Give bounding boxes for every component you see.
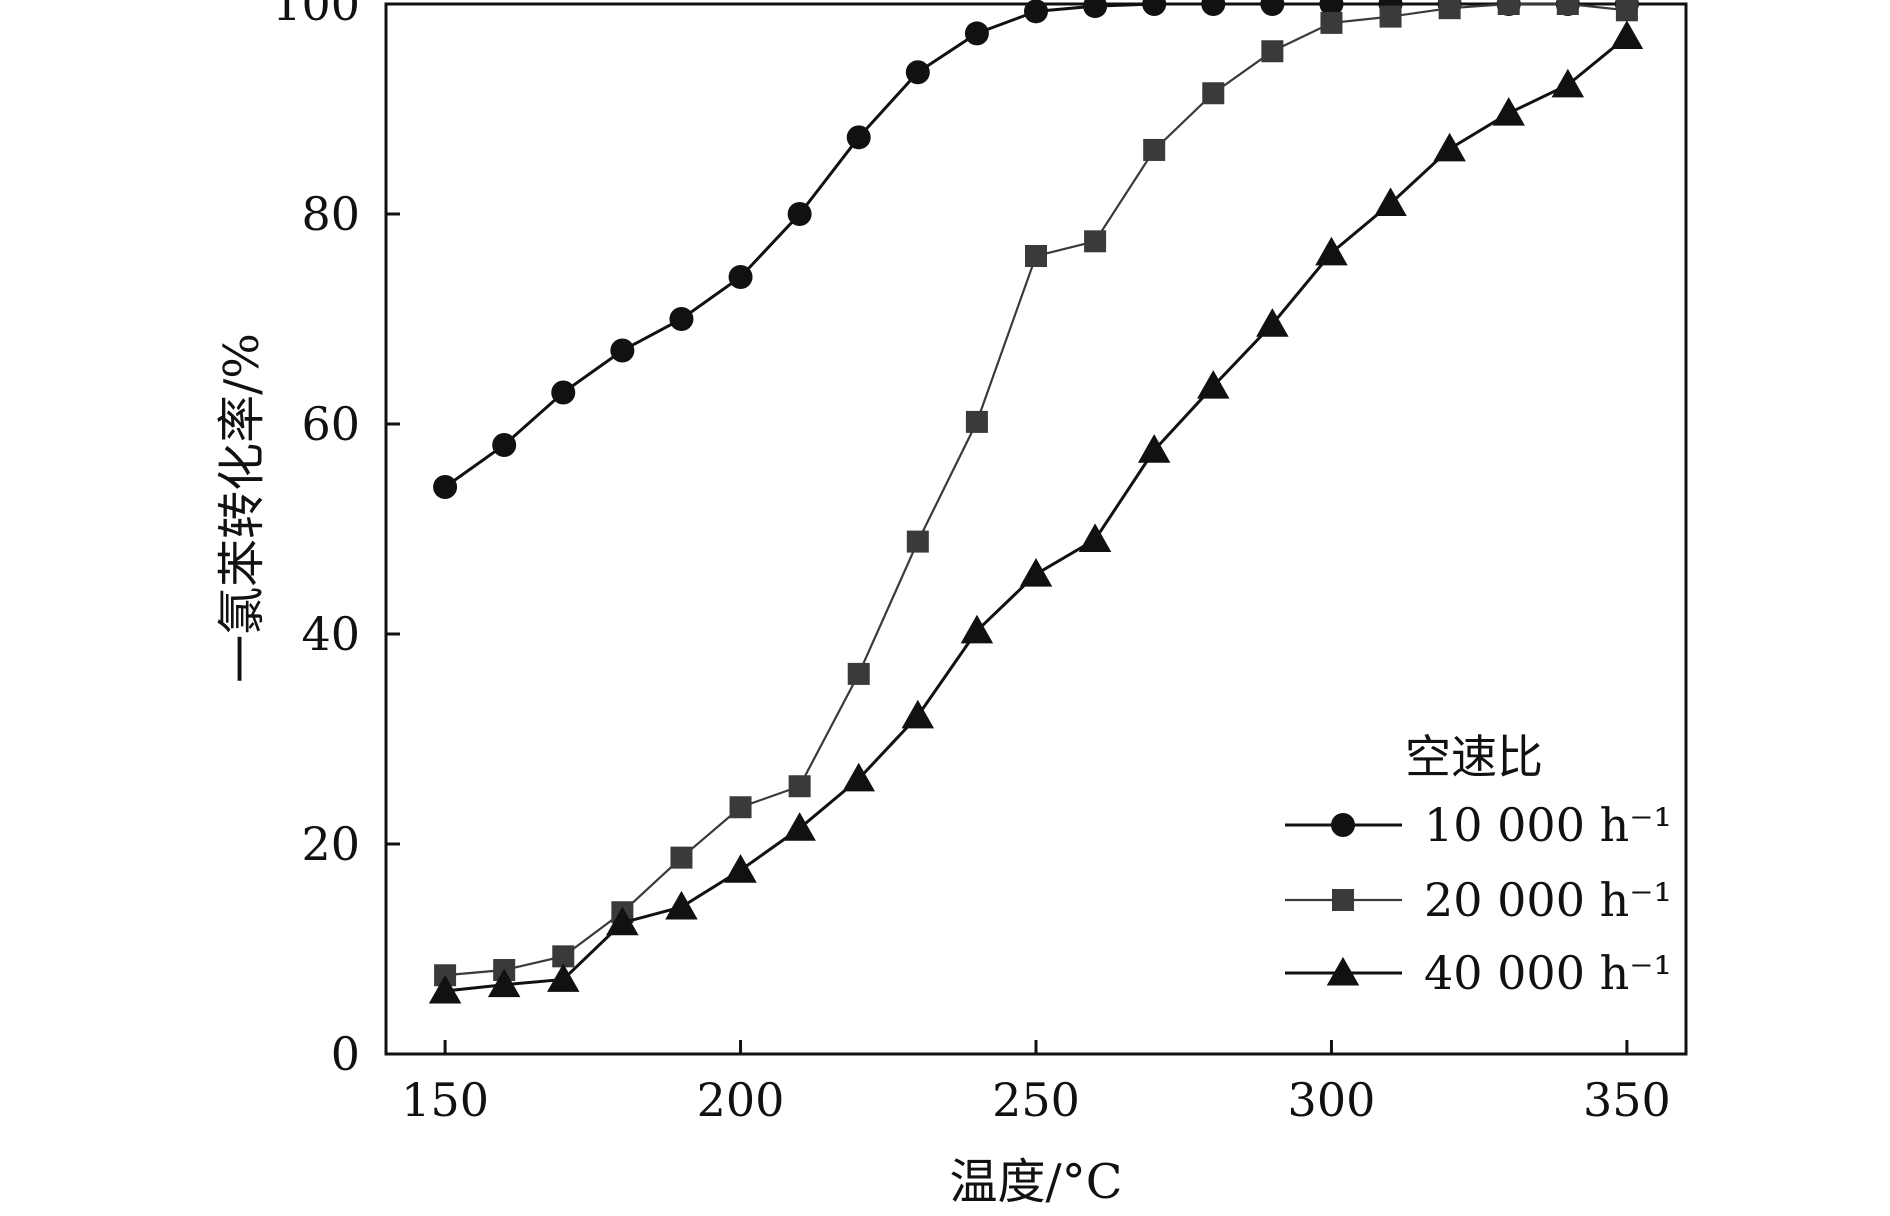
data-point [1492, 97, 1525, 126]
series-3 [428, 20, 1644, 1004]
data-point [1556, 0, 1579, 15]
data-point [1315, 236, 1348, 266]
y-tick-label: 60 [301, 397, 360, 451]
legend-label: 10 000 h⁻¹ [1424, 798, 1672, 852]
data-point [1142, 0, 1167, 16]
data-point [847, 662, 870, 685]
data-point [728, 265, 753, 289]
legend: 空速比 10 000 h⁻¹ 20 000 h⁻¹ 40 000 h⁻¹ [1285, 730, 1672, 1000]
data-point [606, 906, 639, 936]
x-axis-title: 温度/°C [950, 1154, 1123, 1210]
data-point [487, 968, 521, 998]
x-axis-ticks: 150 200 250 300 350 [401, 1040, 1671, 1127]
x-tick-label: 300 [1288, 1073, 1376, 1127]
data-point [547, 963, 580, 992]
x-tick-label: 350 [1583, 1073, 1671, 1127]
data-point [1256, 308, 1289, 337]
data-point [1078, 523, 1112, 552]
y-tick-label: 20 [301, 817, 360, 871]
y-axis-title: 一氯苯转化率/% [214, 333, 270, 683]
data-point [1438, 0, 1461, 20]
data-point [1497, 0, 1520, 15]
y-tick-label: 0 [331, 1027, 360, 1081]
data-point [1261, 40, 1284, 63]
data-point [788, 775, 811, 798]
data-point [1331, 813, 1355, 837]
data-point [610, 338, 635, 363]
data-point [965, 410, 988, 433]
legend-label: 20 000 h⁻¹ [1424, 873, 1672, 927]
data-point [1019, 558, 1053, 587]
data-point [1615, 0, 1638, 22]
data-point [901, 699, 935, 729]
x-tick-label: 200 [697, 1073, 785, 1127]
data-point [964, 21, 989, 46]
data-point [1197, 370, 1230, 399]
legend-label: 40 000 h⁻¹ [1424, 946, 1672, 1000]
data-point [669, 307, 694, 331]
data-point [787, 202, 812, 226]
data-point [665, 890, 698, 920]
data-point [906, 530, 929, 553]
data-point [960, 614, 994, 644]
y-tick-label: 40 [301, 607, 360, 661]
y-axis-ticks: 0 20 40 60 80 100 [272, 0, 400, 1081]
data-point [1260, 0, 1285, 16]
data-point [1025, 245, 1047, 267]
data-point [724, 854, 757, 883]
series-layer [428, 0, 1644, 1004]
data-point [1201, 0, 1226, 16]
data-point [551, 380, 576, 405]
data-point [670, 846, 693, 869]
data-point [1610, 20, 1644, 50]
legend-title: 空速比 [1405, 730, 1543, 784]
data-point [1551, 68, 1585, 98]
y-tick-label: 100 [272, 0, 360, 31]
data-point [1137, 434, 1171, 463]
data-point [1143, 138, 1166, 161]
data-point [842, 762, 875, 792]
x-tick-label: 250 [992, 1073, 1080, 1127]
data-point [729, 796, 752, 819]
data-point [552, 945, 575, 968]
data-point [905, 60, 930, 85]
data-point [428, 974, 462, 1004]
data-point [1374, 187, 1407, 216]
data-point [1024, 0, 1048, 24]
data-point [1084, 230, 1107, 253]
data-point [492, 433, 517, 457]
data-point [1332, 889, 1354, 911]
data-point [1202, 82, 1225, 105]
data-point [433, 475, 458, 499]
data-point [1379, 5, 1402, 28]
data-point [1320, 11, 1343, 34]
data-point [783, 812, 816, 841]
data-point [846, 125, 871, 150]
x-tick-label: 150 [401, 1073, 489, 1127]
data-point [1083, 0, 1108, 19]
y-tick-label: 80 [301, 187, 360, 241]
series-2 [434, 0, 1638, 987]
data-point [1433, 132, 1466, 162]
data-point [1326, 956, 1360, 986]
